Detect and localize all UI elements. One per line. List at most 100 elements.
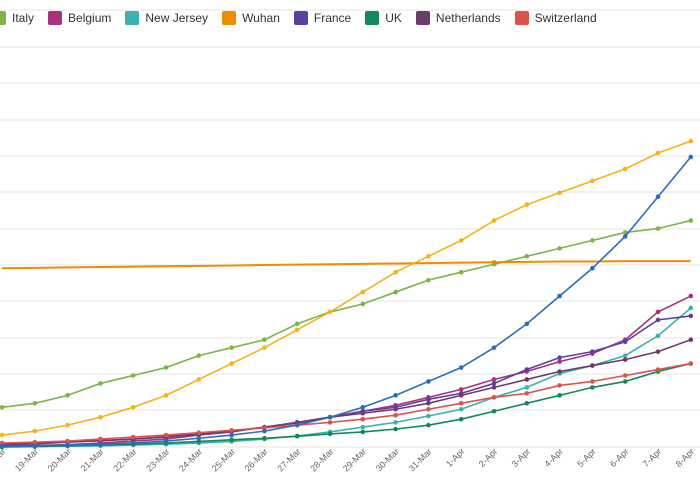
data-point (130, 404, 136, 410)
data-point (458, 269, 464, 275)
series-line (1, 307, 692, 448)
series-italy (0, 218, 694, 410)
data-point (65, 442, 70, 448)
series-line (1, 315, 691, 446)
series-new-jersey (0, 305, 694, 450)
data-point (426, 277, 431, 283)
data-point (393, 406, 398, 412)
data-point (590, 349, 595, 354)
x-tick-label: 21-Mar (79, 446, 106, 473)
legend-item-belgium[interactable]: Belgium (48, 11, 111, 25)
series-line (1, 362, 691, 444)
data-point (426, 422, 431, 428)
data-point (491, 259, 497, 265)
legend-item-france[interactable]: France (293, 11, 352, 25)
data-point (98, 414, 103, 420)
data-point (65, 393, 70, 398)
data-point (491, 218, 497, 223)
data-point (426, 397, 431, 402)
data-point (622, 379, 628, 384)
data-point (458, 401, 464, 406)
data-point (98, 381, 103, 386)
data-point (458, 416, 464, 422)
series-line (1, 219, 691, 409)
data-point (393, 426, 398, 432)
data-point (688, 361, 694, 366)
legend-item-new-jersey[interactable]: New Jersey (125, 11, 208, 25)
x-tick-label: 31-Mar (407, 446, 434, 473)
x-tick-label: 30-Mar (374, 446, 401, 473)
series-france (0, 313, 694, 448)
chart-legend: Italy Belgium New Jersey Wuhan France UK Nethe… (0, 8, 611, 28)
data-point (491, 408, 497, 414)
data-point (557, 246, 562, 251)
legend-item-wuhan[interactable]: Wuhan (222, 11, 280, 25)
data-point (294, 327, 300, 333)
data-point (163, 438, 169, 444)
data-point (557, 359, 562, 364)
x-tick-label: 20-Mar (46, 446, 73, 473)
data-point (524, 321, 530, 327)
legend-swatch (0, 11, 6, 25)
data-point (458, 238, 464, 243)
series-switzerland (0, 361, 694, 446)
legend-label: France (313, 11, 352, 25)
series-unlabeled-9 (0, 154, 694, 449)
data-point (229, 361, 234, 366)
data-point (458, 387, 464, 392)
legend-item-netherlands[interactable]: Netherlands (415, 11, 501, 25)
data-point (688, 337, 694, 343)
data-point (688, 313, 694, 319)
data-point (98, 436, 103, 442)
data-point (360, 416, 366, 422)
x-tick-label: 7-Apr (641, 446, 664, 469)
data-point (163, 432, 169, 438)
data-point (130, 440, 136, 446)
data-point (590, 265, 595, 271)
data-point (524, 254, 530, 259)
data-point (426, 413, 431, 419)
data-point (557, 369, 562, 374)
data-point (622, 230, 628, 235)
data-point (590, 385, 595, 390)
data-point (458, 406, 464, 412)
series-line (1, 156, 692, 448)
data-point (196, 353, 202, 358)
data-point (294, 321, 300, 327)
x-tick-label: 5-Apr (575, 446, 598, 469)
data-point (655, 150, 661, 156)
data-point (622, 339, 628, 345)
data-point (458, 365, 464, 370)
legend-item-uk[interactable]: UK (365, 11, 402, 25)
data-point (491, 395, 497, 400)
data-point (491, 385, 497, 390)
data-point (622, 234, 628, 239)
legend-label: Netherlands (435, 11, 501, 25)
data-point (557, 355, 562, 360)
series-line (1, 295, 692, 448)
series-belgium (0, 293, 694, 449)
data-point (491, 377, 497, 382)
data-point (65, 422, 70, 428)
data-point (163, 365, 169, 370)
data-point (32, 439, 38, 445)
legend-item-switzerland[interactable]: Switzerland (514, 11, 597, 25)
data-point (0, 432, 5, 438)
legend-item-italy[interactable]: Italy (0, 11, 34, 25)
data-point (491, 345, 497, 350)
x-tick-label: 24-Mar (177, 446, 204, 473)
data-point (426, 379, 431, 384)
data-point (32, 443, 38, 449)
legend-label: Italy (12, 11, 35, 25)
data-point (360, 404, 366, 410)
x-tick-label: 22-Mar (111, 446, 138, 473)
data-point (163, 393, 169, 398)
data-point (557, 393, 562, 398)
data-point (360, 424, 366, 430)
x-tick-label: 6-Apr (608, 446, 631, 469)
legend-label: Switzerland (534, 11, 597, 25)
legend-swatch (514, 11, 529, 25)
data-point (196, 377, 202, 382)
data-point (655, 309, 661, 315)
